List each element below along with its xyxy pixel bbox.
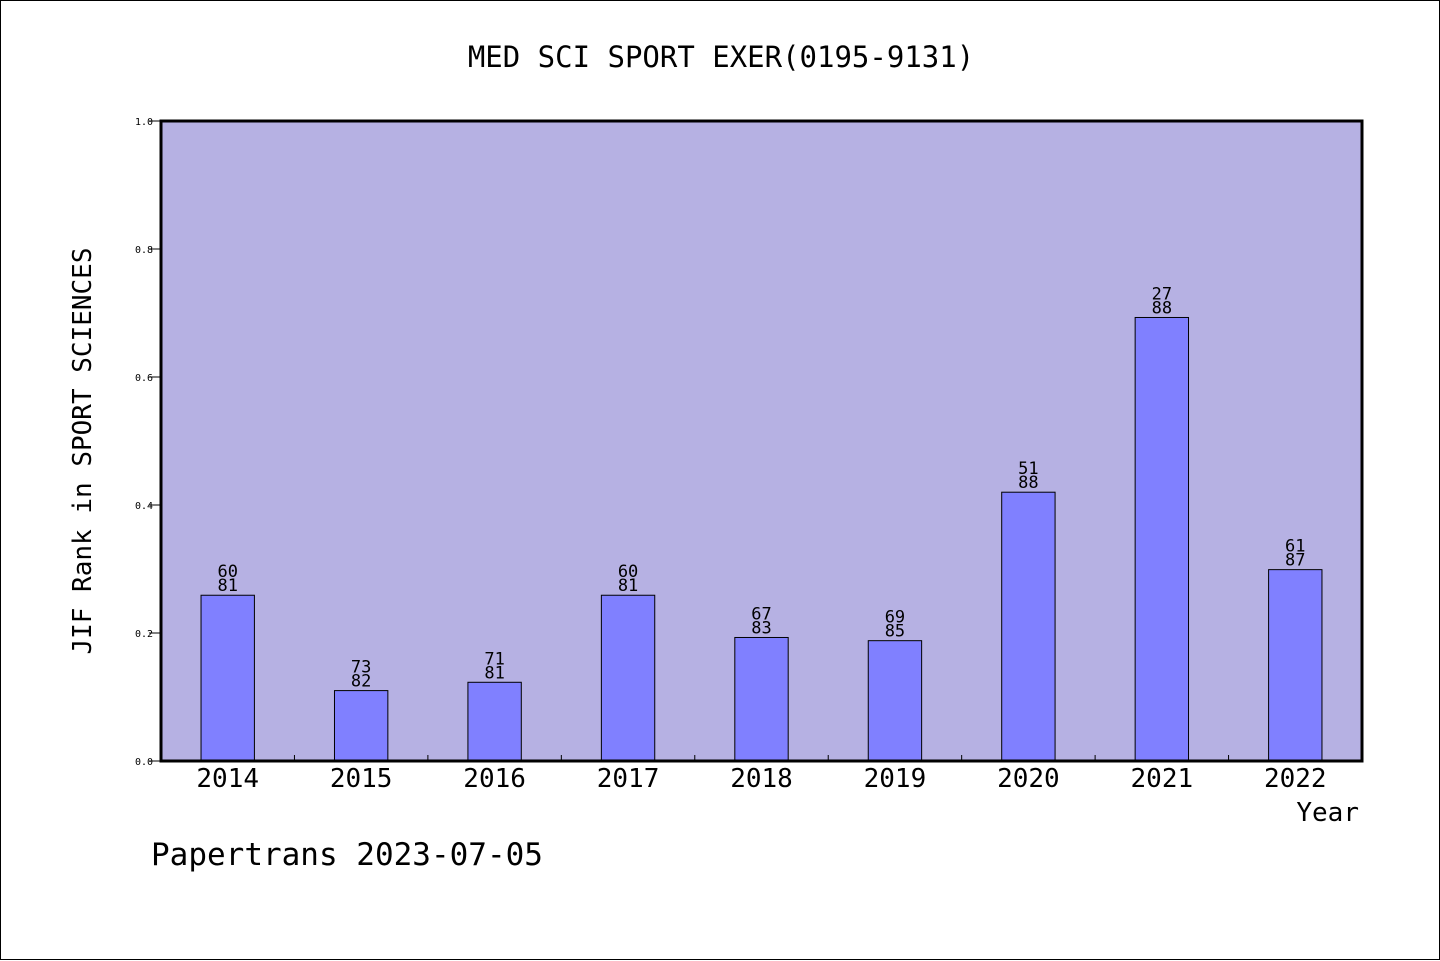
x-tick-label: 2015 <box>330 764 393 794</box>
bar-label-total: 83 <box>751 618 771 638</box>
bar-2018 <box>734 636 789 762</box>
x-tick-label: 2021 <box>1131 764 1194 794</box>
chart-title: MED SCI SPORT EXER(0195-9131) <box>468 40 974 74</box>
y-tick-label: 1.0 <box>135 117 153 128</box>
bar-2016 <box>467 681 522 762</box>
bar-2017 <box>600 594 656 762</box>
bar-2022 <box>1268 569 1323 762</box>
bar-2020 <box>1001 491 1056 762</box>
y-tick-label: 0.4 <box>135 501 153 512</box>
bar-2014 <box>200 594 255 762</box>
x-tick-label: 2017 <box>597 764 660 794</box>
x-tick-label: 2019 <box>864 764 927 794</box>
bar-2021 <box>1134 316 1190 762</box>
bar-label-rank: 51 <box>1018 459 1038 479</box>
bar-label-rank: 60 <box>217 562 237 582</box>
bar-label-total: 82 <box>351 672 371 692</box>
bar-label-rank: 61 <box>1285 537 1305 557</box>
bar-label-total: 87 <box>1285 551 1305 571</box>
y-tick-label: 0.8 <box>135 245 153 256</box>
bar-label-rank: 73 <box>351 658 371 678</box>
y-tick-label: 0.6 <box>135 373 153 384</box>
x-tick-label: 2022 <box>1264 764 1327 794</box>
x-axis-label: Year <box>1296 798 1359 828</box>
bar-label-total: 81 <box>618 576 638 596</box>
bar-series <box>200 316 1323 762</box>
bar-label-total: 81 <box>484 663 504 683</box>
bar-label-rank: 67 <box>751 604 771 624</box>
x-tick-labels: 2014 2015 2016 2017 2018 2019 2020 2021 2022 <box>196 764 1326 794</box>
bar-2015 <box>333 690 389 762</box>
watermark-text: Papertrans 2023-07-05 <box>151 837 543 873</box>
bar-label-total: 81 <box>217 576 237 596</box>
y-tick-label: 0.2 <box>135 629 153 640</box>
bar-label-rank: 27 <box>1152 284 1172 304</box>
x-tick-label: 2014 <box>196 764 259 794</box>
bar-label-rank: 71 <box>484 649 504 669</box>
plot-border <box>159 119 1364 763</box>
y-axis: 0.0 0.2 0.4 0.6 0.8 1.0 <box>135 117 161 768</box>
x-tick-label: 2018 <box>730 764 793 794</box>
bar-2019 <box>867 640 923 762</box>
bar-label-total: 85 <box>885 622 905 642</box>
y-tick-label: 0.0 <box>135 757 153 768</box>
bar-label-rank: 60 <box>618 562 638 582</box>
x-tick-label: 2020 <box>997 764 1060 794</box>
bar-label-total: 88 <box>1018 473 1038 493</box>
bar-label-total: 88 <box>1152 298 1172 318</box>
x-tick-label: 2016 <box>463 764 526 794</box>
y-axis-label: JIF Rank in SPORT SCIENCES <box>68 248 98 655</box>
bar-label-rank: 69 <box>885 608 905 628</box>
